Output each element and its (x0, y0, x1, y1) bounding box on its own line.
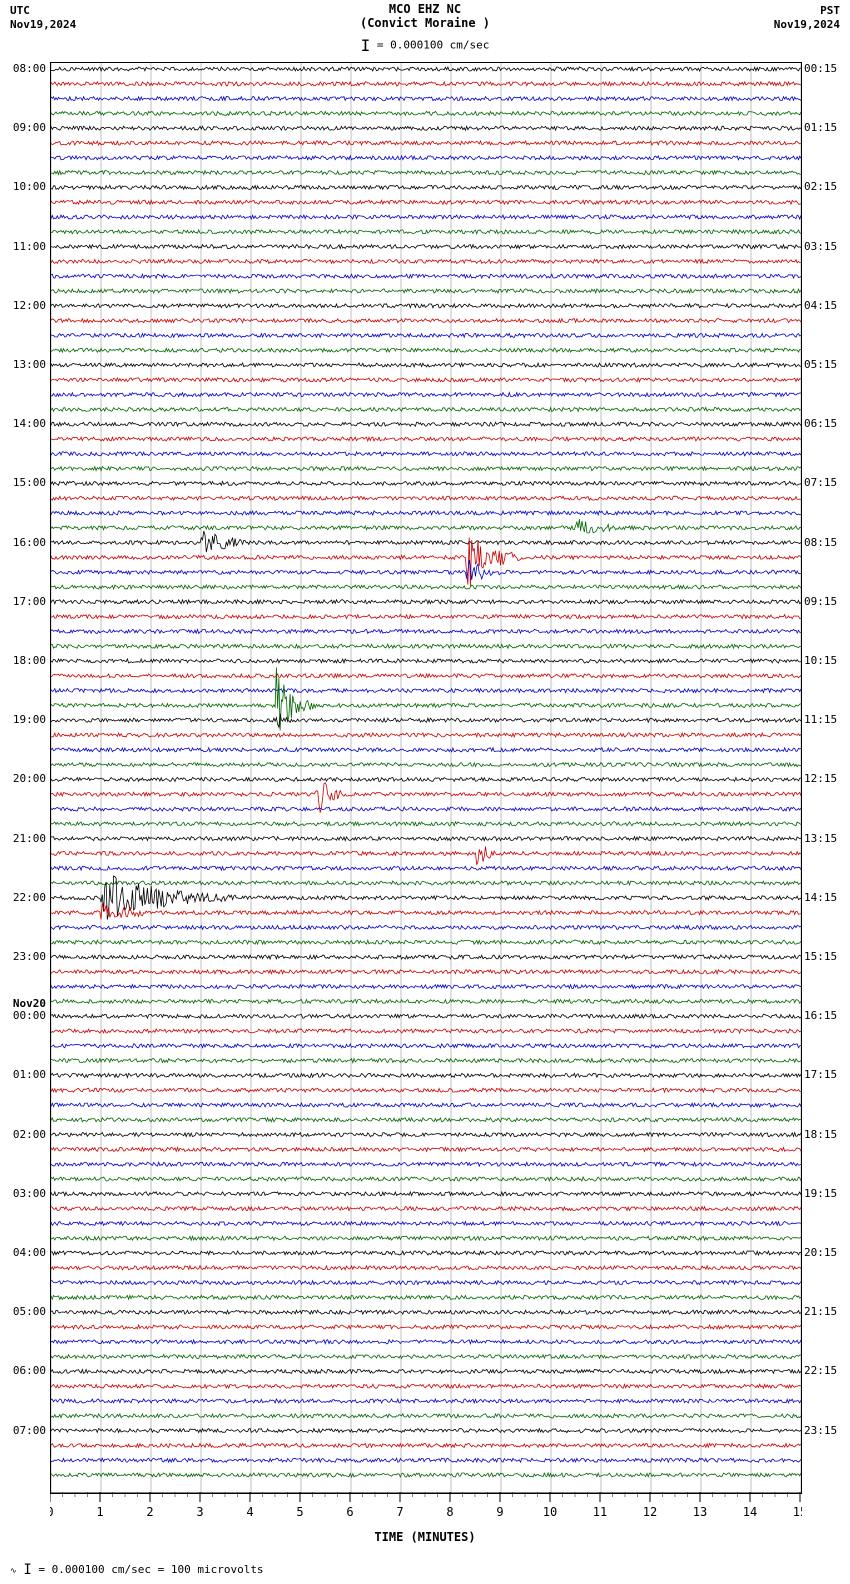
utc-hour-label: 07:00 (6, 1424, 46, 1437)
station-code: MCO EHZ NC (360, 2, 490, 16)
title-block: MCO EHZ NC (Convict Moraine ) (360, 2, 490, 30)
svg-text:13: 13 (693, 1505, 707, 1519)
pst-hour-label: 16:15 (804, 1009, 844, 1022)
utc-hour-label: 12:00 (6, 299, 46, 312)
pst-hour-label: 12:15 (804, 772, 844, 785)
svg-text:5: 5 (296, 1505, 303, 1519)
svg-text:6: 6 (346, 1505, 353, 1519)
pst-hour-label: 20:15 (804, 1246, 844, 1259)
pst-hour-label: 22:15 (804, 1364, 844, 1377)
pst-hour-label: 18:15 (804, 1128, 844, 1141)
utc-hour-label: 08:00 (6, 62, 46, 75)
x-axis-svg: 0123456789101112131415 (50, 1492, 802, 1532)
utc-date: Nov19,2024 (10, 18, 76, 31)
svg-text:14: 14 (743, 1505, 757, 1519)
pst-hour-label: 06:15 (804, 417, 844, 430)
pst-hour-label: 17:15 (804, 1068, 844, 1081)
svg-text:0: 0 (50, 1505, 54, 1519)
utc-hour-label: 10:00 (6, 180, 46, 193)
svg-text:8: 8 (446, 1505, 453, 1519)
seismogram-container: UTC Nov19,2024 MCO EHZ NC (Convict Morai… (0, 0, 850, 1584)
utc-hour-label: 15:00 (6, 476, 46, 489)
pst-hour-label: 15:15 (804, 950, 844, 963)
footer-scale: ∿ I = 0.000100 cm/sec = 100 microvolts (10, 1562, 264, 1578)
pst-hour-label: 04:15 (804, 299, 844, 312)
pst-hour-label: 21:15 (804, 1305, 844, 1318)
svg-text:12: 12 (643, 1505, 657, 1519)
utc-hour-label: 16:00 (6, 536, 46, 549)
pst-hour-label: 23:15 (804, 1424, 844, 1437)
plot-svg (51, 63, 801, 1493)
utc-hour-label: 22:00 (6, 891, 46, 904)
station-location: (Convict Moraine ) (360, 16, 490, 30)
utc-hour-label: 02:00 (6, 1128, 46, 1141)
utc-hour-label: 21:00 (6, 832, 46, 845)
pst-hour-label: 09:15 (804, 595, 844, 608)
utc-hour-label: 18:00 (6, 654, 46, 667)
pst-hour-label: 05:15 (804, 358, 844, 371)
pst-hour-label: 14:15 (804, 891, 844, 904)
pst-hour-label: 19:15 (804, 1187, 844, 1200)
pst-hour-label: 03:15 (804, 240, 844, 253)
pst-hour-label: 00:15 (804, 62, 844, 75)
utc-hour-label: 23:00 (6, 950, 46, 963)
scale-bar-text: I = 0.000100 cm/sec (361, 36, 490, 55)
utc-hour-label: 19:00 (6, 713, 46, 726)
utc-hour-label: 09:00 (6, 121, 46, 134)
pst-hour-label: 08:15 (804, 536, 844, 549)
utc-hour-label: 01:00 (6, 1068, 46, 1081)
pst-hour-label: 07:15 (804, 476, 844, 489)
svg-text:2: 2 (146, 1505, 153, 1519)
utc-hour-label: 14:00 (6, 417, 46, 430)
header: UTC Nov19,2024 MCO EHZ NC (Convict Morai… (0, 0, 850, 60)
svg-text:7: 7 (396, 1505, 403, 1519)
pst-hour-label: 10:15 (804, 654, 844, 667)
pst-hour-label: 02:15 (804, 180, 844, 193)
svg-text:10: 10 (543, 1505, 557, 1519)
utc-hour-label: 03:00 (6, 1187, 46, 1200)
utc-hour-label: 11:00 (6, 240, 46, 253)
pst-hour-label: 13:15 (804, 832, 844, 845)
utc-hour-label: 17:00 (6, 595, 46, 608)
pst-date: Nov19,2024 (774, 18, 840, 31)
pst-label: PST (820, 4, 840, 17)
utc-label: UTC (10, 4, 30, 17)
pst-hour-label: 01:15 (804, 121, 844, 134)
svg-text:9: 9 (496, 1505, 503, 1519)
svg-text:4: 4 (246, 1505, 253, 1519)
pst-hour-label: 11:15 (804, 713, 844, 726)
utc-hour-label: 00:00 (6, 1009, 46, 1022)
utc-hour-label: 05:00 (6, 1305, 46, 1318)
utc-hour-label: 13:00 (6, 358, 46, 371)
svg-text:3: 3 (196, 1505, 203, 1519)
utc-hour-label: 20:00 (6, 772, 46, 785)
svg-text:11: 11 (593, 1505, 607, 1519)
helicorder-plot (50, 62, 802, 1494)
svg-text:1: 1 (96, 1505, 103, 1519)
svg-text:15: 15 (793, 1505, 802, 1519)
x-axis-label: TIME (MINUTES) (374, 1530, 475, 1544)
utc-hour-label: 04:00 (6, 1246, 46, 1259)
utc-hour-label: 06:00 (6, 1364, 46, 1377)
